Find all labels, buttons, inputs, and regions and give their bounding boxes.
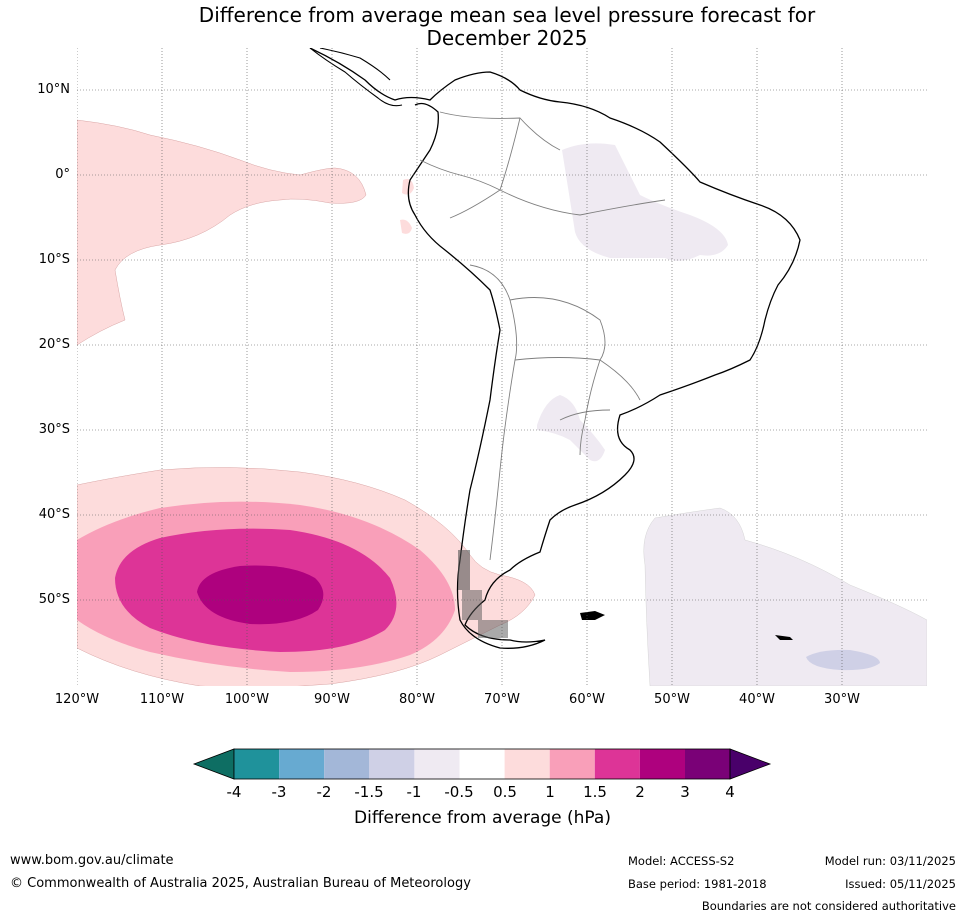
colorbar-tick-4: 4 xyxy=(725,783,735,801)
anomaly-area-peru-coast xyxy=(400,219,412,234)
lat-label-50s: 50°S xyxy=(38,592,70,607)
footer-base-period: Base period: 1981-2018 xyxy=(628,877,767,891)
anomaly-area-south-atlantic-core xyxy=(806,649,880,671)
lat-label-40s: 40°S xyxy=(38,507,70,522)
lon-label-90w: 90°W xyxy=(314,692,350,707)
colorbar-high-extend xyxy=(729,748,772,780)
colorbar-low-extend xyxy=(192,748,235,780)
anomaly-area-ecuador xyxy=(402,179,414,195)
central-america-coastline xyxy=(309,48,403,107)
colorbar-tick-neg0-5: -0.5 xyxy=(444,783,474,801)
lat-label-20s: 20°S xyxy=(38,337,70,352)
colorbar-segment-1 xyxy=(234,749,280,779)
anomaly-area-east-pacific-0.5-1 xyxy=(77,119,367,346)
lat-label-10n: 10°N xyxy=(37,82,70,97)
colorbar-title: Difference from average (hPa) xyxy=(354,808,611,828)
anomaly-area-la-plata xyxy=(537,395,605,462)
south-america-coastline xyxy=(309,48,801,649)
colorbar-segment-4 xyxy=(369,749,415,779)
colorbar-tick-2: 2 xyxy=(635,783,645,801)
colorbar-segment-9 xyxy=(594,749,640,779)
footer-boundaries-note: Boundaries are not considered authoritat… xyxy=(701,899,956,913)
colorbar-tick-neg4: -4 xyxy=(226,783,242,801)
colorbar-segment-5 xyxy=(414,749,460,779)
colorbar-segment-10 xyxy=(639,749,685,779)
lon-label-100w: 100°W xyxy=(224,692,270,707)
colorbar-segment-11 xyxy=(685,749,730,779)
footer-issued: Issued: 05/11/2025 xyxy=(845,877,956,891)
anomaly-area-south-atlantic xyxy=(643,507,927,686)
footer-model-run: Model run: 03/11/2025 xyxy=(824,854,956,868)
colorbar-tick-1: 1 xyxy=(545,783,555,801)
map-panel xyxy=(77,48,927,686)
colorbar-tick-neg1-5: -1.5 xyxy=(354,783,384,801)
south-georgia xyxy=(775,635,793,640)
colorbar-segment-8 xyxy=(549,749,595,779)
lon-label-70w: 70°W xyxy=(484,692,520,707)
colorbar-tick-3: 3 xyxy=(680,783,690,801)
lon-label-120w: 120°W xyxy=(54,692,100,707)
country-borders xyxy=(419,111,666,561)
anomaly-area-south-pacific-2-3 xyxy=(197,565,324,625)
colorbar-segment-2 xyxy=(279,749,325,779)
colorbar-segment-3 xyxy=(324,749,370,779)
falkland-islands xyxy=(580,611,605,620)
lat-label-10s: 10°S xyxy=(38,252,70,267)
colorbar-tick-0-5: 0.5 xyxy=(493,783,517,801)
colorbar-tick-neg3: -3 xyxy=(271,783,287,801)
anomaly-area-amazon xyxy=(562,143,728,261)
graticule xyxy=(77,48,927,686)
map-title-line2: December 2025 xyxy=(426,26,588,50)
lon-label-30w: 30°W xyxy=(824,692,860,707)
lon-label-40w: 40°W xyxy=(739,692,775,707)
chile-fjords xyxy=(458,550,508,638)
colorbar-segment-6 xyxy=(459,749,505,779)
colorbar-frame xyxy=(233,748,731,780)
footer-model: Model: ACCESS-S2 xyxy=(628,854,735,868)
colorbar-tick-neg1: -1 xyxy=(406,783,422,801)
colorbar-tick-neg2: -2 xyxy=(316,783,332,801)
map-title-line1: Difference from average mean sea level p… xyxy=(198,3,816,27)
colorbar xyxy=(192,748,772,780)
lon-label-110w: 110°W xyxy=(139,692,185,707)
lon-label-80w: 80°W xyxy=(399,692,435,707)
lon-label-60w: 60°W xyxy=(569,692,605,707)
map-title: Difference from average mean sea level p… xyxy=(0,4,965,50)
footer-website: www.bom.gov.au/climate xyxy=(10,853,174,868)
colorbar-segment-7 xyxy=(504,749,550,779)
lat-label-0: 0° xyxy=(55,167,70,182)
lon-label-50w: 50°W xyxy=(654,692,690,707)
colorbar-tick-1-5: 1.5 xyxy=(583,783,607,801)
footer-copyright: © Commonwealth of Australia 2025, Austra… xyxy=(10,876,471,891)
lat-label-30s: 30°S xyxy=(38,422,70,437)
